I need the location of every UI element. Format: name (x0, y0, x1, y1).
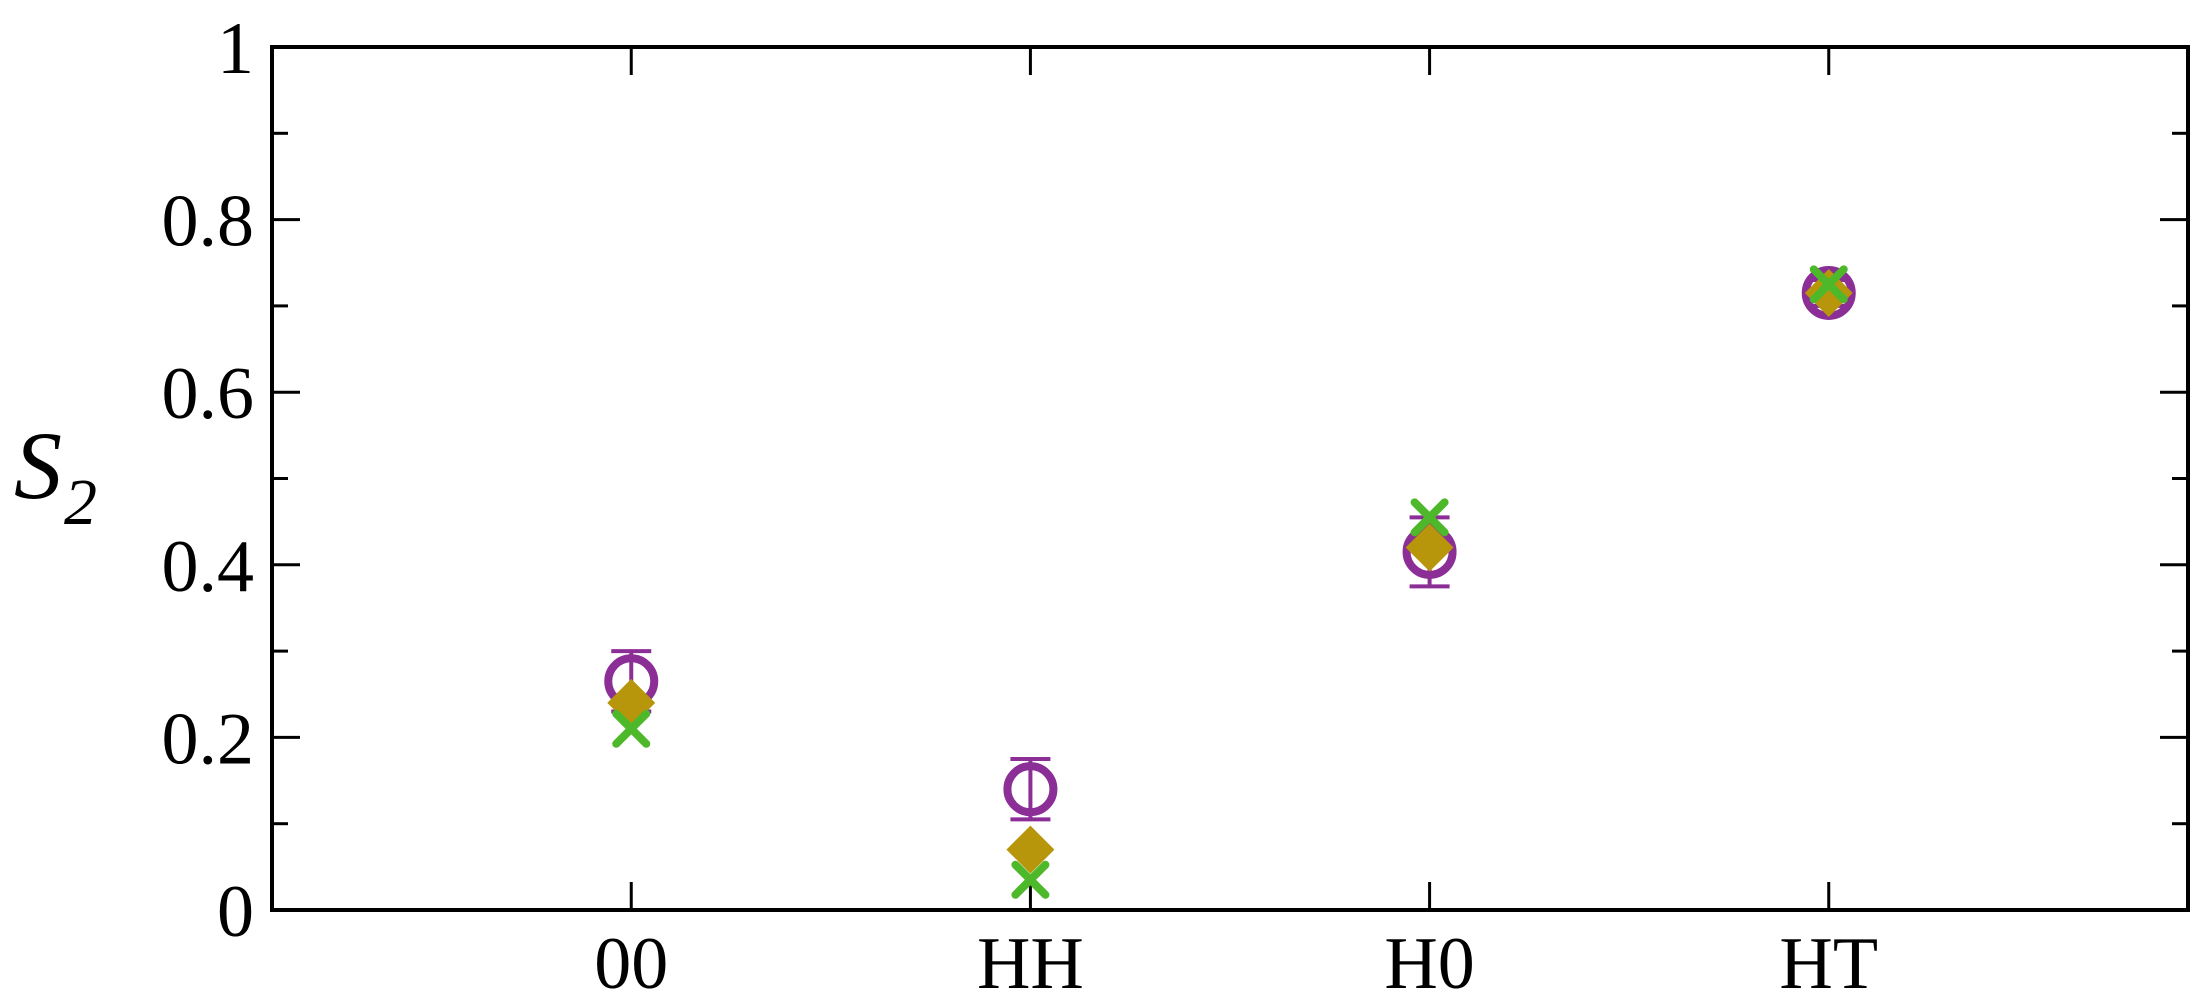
y-tick-label: 0.2 (162, 698, 255, 780)
data-point-x (612, 709, 651, 748)
y-tick-label: 0.6 (162, 353, 255, 435)
data-point-diamond (1006, 825, 1055, 874)
x-tick-label: HT (1779, 923, 1878, 1005)
data-point-x (1011, 860, 1050, 899)
data-point-x (1410, 498, 1449, 537)
ticks-layer: 0 0.2 0.4 0.6 0.8 1 00 HH H0 HT (162, 8, 2188, 1005)
y-tick-label: 0 (217, 871, 254, 953)
y-tick-label: 1 (217, 8, 254, 90)
y-axis-label-subscript: 2 (64, 466, 97, 539)
data-point-diamond (1405, 523, 1454, 572)
data-point-circle (1003, 762, 1058, 817)
y-axis-label: S2 (14, 412, 97, 539)
y-tick-label: 0.8 (162, 181, 255, 263)
series-2 (607, 268, 1853, 874)
y-axis-label-main: S (14, 412, 62, 519)
series-3 (612, 265, 1848, 899)
data-point-x (1809, 265, 1848, 304)
x-tick-label: 00 (594, 923, 668, 1005)
series-1 (604, 265, 1856, 822)
data-point-diamond (1804, 268, 1853, 317)
x-tick-label: HH (977, 923, 1084, 1005)
data-point-diamond (607, 678, 656, 727)
x-tick-label: H0 (1384, 923, 1474, 1005)
marks-layer (604, 265, 1856, 899)
y-tick-label: 0.4 (162, 526, 255, 608)
plot-frame (270, 45, 2190, 912)
